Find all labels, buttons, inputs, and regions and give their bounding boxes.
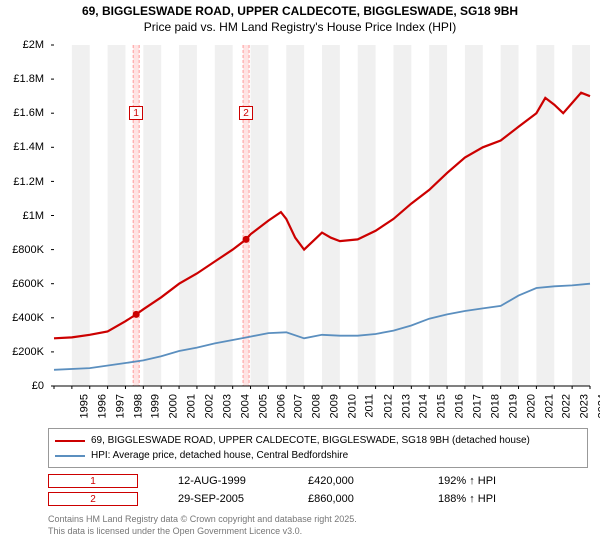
plot-area: £0 £200K £400K £600K £800K £1M £1.2M £1.4M £1.6M…: [0, 37, 600, 392]
sales-hpi: 192% ↑ HPI: [438, 475, 528, 487]
x-axis-label: 2017: [472, 394, 484, 418]
x-axis-label: 2002: [204, 394, 216, 418]
price-chart: 69, BIGGLESWADE ROAD, UPPER CALDECOTE, B…: [0, 0, 600, 538]
sales-price: £420,000: [308, 475, 398, 487]
x-axis-label: 2023: [579, 394, 591, 418]
x-axis-label: 2018: [489, 394, 501, 418]
legend-item-hpi: HPI: Average price, detached house, Cent…: [55, 448, 581, 463]
x-axis-label: 2005: [257, 394, 269, 418]
x-axis-labels: 1995 1996 1997 1998 1999 2000 2001 2002 2003 2004…: [48, 392, 596, 424]
legend-swatch: [55, 440, 85, 442]
sales-date: 12-AUG-1999: [178, 475, 268, 487]
y-axis-label: £800K: [0, 244, 44, 256]
x-axis-label: 2016: [454, 394, 466, 418]
legend-label: 69, BIGGLESWADE ROAD, UPPER CALDECOTE, B…: [91, 433, 530, 448]
footer-line2: This data is licensed under the Open Gov…: [48, 526, 588, 538]
x-axis-label: 2019: [507, 394, 519, 418]
y-axis-label: £1.6M: [0, 107, 44, 119]
x-axis-label: 2010: [346, 394, 358, 418]
footer-line1: Contains HM Land Registry data © Crown c…: [48, 514, 588, 526]
x-axis-label: 2013: [400, 394, 412, 418]
x-axis-label: 2009: [329, 394, 341, 418]
chart-title: 69, BIGGLESWADE ROAD, UPPER CALDECOTE, B…: [0, 0, 600, 37]
x-axis-label: 1996: [96, 394, 108, 418]
sales-marker-box: 2: [48, 492, 138, 506]
sales-table: 1 12-AUG-1999 £420,000 192% ↑ HPI 2 29-SEP-20…: [48, 472, 588, 508]
sales-price: £860,000: [308, 493, 398, 505]
sales-row: 2 29-SEP-2005 £860,000 188% ↑ HPI: [48, 490, 588, 508]
footer: Contains HM Land Registry data © Crown c…: [48, 514, 588, 537]
x-axis-label: 2021: [543, 394, 555, 418]
x-axis-label: 1995: [78, 394, 90, 418]
x-axis-label: 2022: [561, 394, 573, 418]
chart-svg: [48, 37, 596, 392]
x-axis-label: 1998: [132, 394, 144, 418]
x-axis-label: 2001: [186, 394, 198, 418]
sales-row: 1 12-AUG-1999 £420,000 192% ↑ HPI: [48, 472, 588, 490]
y-axis-label: £1.4M: [0, 141, 44, 153]
x-axis-label: 2011: [364, 394, 376, 418]
y-axis-label: £0: [0, 380, 44, 392]
x-axis-label: 2006: [275, 394, 287, 418]
y-axis-label: £200K: [0, 346, 44, 358]
y-axis-label: £1.8M: [0, 73, 44, 85]
x-axis-label: 2000: [168, 394, 180, 418]
y-axis-label: £600K: [0, 278, 44, 290]
x-axis-label: 1997: [114, 394, 126, 418]
x-axis-label: 2015: [436, 394, 448, 418]
legend-item-property: 69, BIGGLESWADE ROAD, UPPER CALDECOTE, B…: [55, 433, 581, 448]
x-axis-label: 2003: [221, 394, 233, 418]
y-axis-label: £1M: [0, 210, 44, 222]
legend-label: HPI: Average price, detached house, Cent…: [91, 448, 348, 463]
x-axis-label: 2004: [239, 394, 251, 418]
y-axis-label: £400K: [0, 312, 44, 324]
sales-hpi: 188% ↑ HPI: [438, 493, 528, 505]
y-axis-label: £2M: [0, 39, 44, 51]
x-axis-label: 1999: [150, 394, 162, 418]
x-axis-label: 2020: [525, 394, 537, 418]
sales-marker-box: 1: [48, 474, 138, 488]
x-axis-label: 2012: [382, 394, 394, 418]
sales-date: 29-SEP-2005: [178, 493, 268, 505]
x-axis-label: 2014: [418, 394, 430, 418]
title-line2: Price paid vs. HM Land Registry's House …: [10, 20, 590, 36]
y-axis-label: £1.2M: [0, 176, 44, 188]
legend-swatch: [55, 455, 85, 457]
x-axis-label: 2024: [597, 394, 600, 418]
x-axis-label: 2008: [311, 394, 323, 418]
title-line1: 69, BIGGLESWADE ROAD, UPPER CALDECOTE, B…: [10, 4, 590, 20]
x-axis-label: 2007: [293, 394, 305, 418]
legend: 69, BIGGLESWADE ROAD, UPPER CALDECOTE, B…: [48, 428, 588, 468]
